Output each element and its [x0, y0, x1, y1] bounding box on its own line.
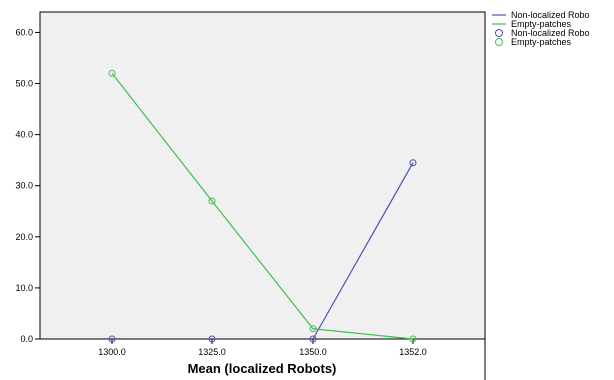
legend-label: Non-localized Robo	[511, 10, 590, 20]
y-tick-label: 0.0	[20, 334, 33, 344]
x-axis: 1300.0 1325.0 1350.0 1352.0	[98, 339, 427, 357]
y-tick-label: 10.0	[15, 283, 33, 293]
y-tick-label: 30.0	[15, 181, 33, 191]
y-tick-label: 20.0	[15, 232, 33, 242]
x-tick-label: 1300.0	[98, 347, 126, 357]
data-point	[208, 197, 216, 205]
y-tick-label: 60.0	[15, 27, 33, 37]
data-point	[208, 335, 216, 343]
data-point	[409, 335, 417, 343]
legend-label: Non-localized Robo	[511, 28, 590, 38]
legend-label: Empty-patches	[511, 19, 572, 29]
data-point	[309, 325, 317, 333]
plot-area	[39, 11, 486, 340]
series-line-1	[111, 72, 414, 340]
data-point	[409, 159, 417, 167]
series-line-0	[312, 162, 414, 340]
x-tick-label: 1350.0	[299, 347, 327, 357]
data-point	[108, 69, 116, 77]
y-tick-label: 50.0	[15, 79, 33, 89]
data-point	[108, 335, 116, 343]
y-axis: 0.0 10.0 20.0 30.0 40.0 50.0 60.0	[15, 27, 40, 344]
legend-label: Empty-patches	[511, 37, 572, 47]
legend: Non-localized RoboEmpty-patchesNon-local…	[492, 10, 590, 47]
x-axis-title: Mean (localized Robots)	[188, 361, 337, 376]
series-layer	[108, 69, 417, 343]
x-tick-label: 1325.0	[198, 347, 226, 357]
x-tick-label: 1352.0	[399, 347, 427, 357]
legend-marker-swatch	[495, 29, 503, 37]
y-tick-label: 40.0	[15, 130, 33, 140]
data-point	[309, 335, 317, 343]
legend-marker-swatch	[495, 38, 503, 46]
